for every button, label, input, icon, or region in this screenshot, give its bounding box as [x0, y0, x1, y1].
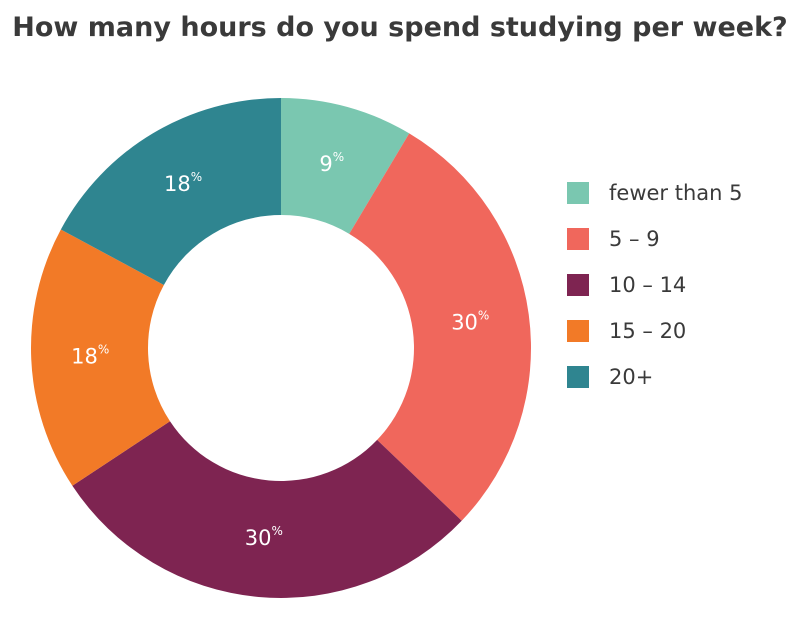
donut-slice-4	[60, 98, 281, 285]
slice-value-label-0: 9%	[319, 150, 344, 176]
chart-title: How many hours do you spend studying per…	[12, 12, 788, 43]
slice-value-label-2: 30%	[245, 524, 283, 550]
legend-swatch-1	[567, 228, 589, 250]
legend-swatch-4	[567, 366, 589, 388]
legend-item-3: 15 – 20	[567, 308, 742, 354]
legend-label-4: 20+	[609, 365, 654, 389]
legend-swatch-2	[567, 274, 589, 296]
slice-value-label-1: 30%	[451, 308, 489, 334]
legend-swatch-3	[567, 320, 589, 342]
legend-item-1: 5 – 9	[567, 216, 742, 262]
legend-label-3: 15 – 20	[609, 319, 687, 343]
donut-slice-1	[349, 133, 532, 521]
donut-slice-2	[72, 421, 462, 598]
legend-label-1: 5 – 9	[609, 227, 660, 251]
slice-value-label-3: 18%	[71, 343, 109, 369]
legend-item-0: fewer than 5	[567, 170, 742, 216]
legend-item-4: 20+	[567, 354, 742, 400]
legend-label-2: 10 – 14	[609, 273, 687, 297]
slice-value-label-4: 18%	[164, 170, 202, 196]
legend-item-2: 10 – 14	[567, 262, 742, 308]
donut-slice-3	[30, 229, 171, 486]
donut-slice-0	[281, 98, 410, 234]
legend-label-0: fewer than 5	[609, 181, 743, 205]
legend: fewer than 5 5 – 9 10 – 14 15 – 20 20+	[567, 170, 742, 400]
legend-swatch-0	[567, 182, 589, 204]
